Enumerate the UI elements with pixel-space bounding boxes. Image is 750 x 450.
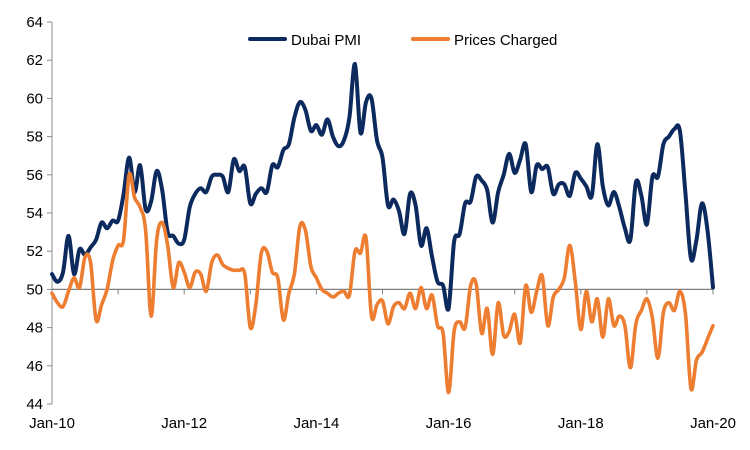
y-tick-label: 44 xyxy=(26,396,43,413)
y-tick-label: 54 xyxy=(26,205,43,222)
series-line-prices-charged xyxy=(50,171,715,395)
legend: Dubai PMI Prices Charged xyxy=(248,32,557,49)
axes: 44 46 48 50 52 54 56 58 60 62 64 Jan-10 Jan-12 Jan-14… xyxy=(26,14,736,432)
y-tick-label: 50 xyxy=(26,281,43,298)
series-line-dubai-pmi xyxy=(50,61,715,312)
x-tick-label: Jan-10 xyxy=(29,415,75,432)
y-tick-label: 62 xyxy=(26,52,43,69)
legend-label: Prices Charged xyxy=(454,32,557,49)
y-tick-label: 48 xyxy=(26,320,43,337)
x-tick-label: Jan-20 xyxy=(690,415,736,432)
x-tick-label: Jan-12 xyxy=(161,415,207,432)
x-tick-label: Jan-14 xyxy=(293,415,339,432)
y-tick-label: 60 xyxy=(26,90,43,107)
x-tick-label: Jan-18 xyxy=(558,415,604,432)
series-lines xyxy=(50,61,715,395)
y-tick-label: 56 xyxy=(26,167,43,184)
y-tick-label: 46 xyxy=(26,358,43,375)
legend-label: Dubai PMI xyxy=(291,32,361,49)
y-tick-label: 58 xyxy=(26,129,43,146)
y-tick-label: 64 xyxy=(26,14,43,31)
y-tick-label: 52 xyxy=(26,243,43,260)
x-tick-label: Jan-16 xyxy=(426,415,472,432)
